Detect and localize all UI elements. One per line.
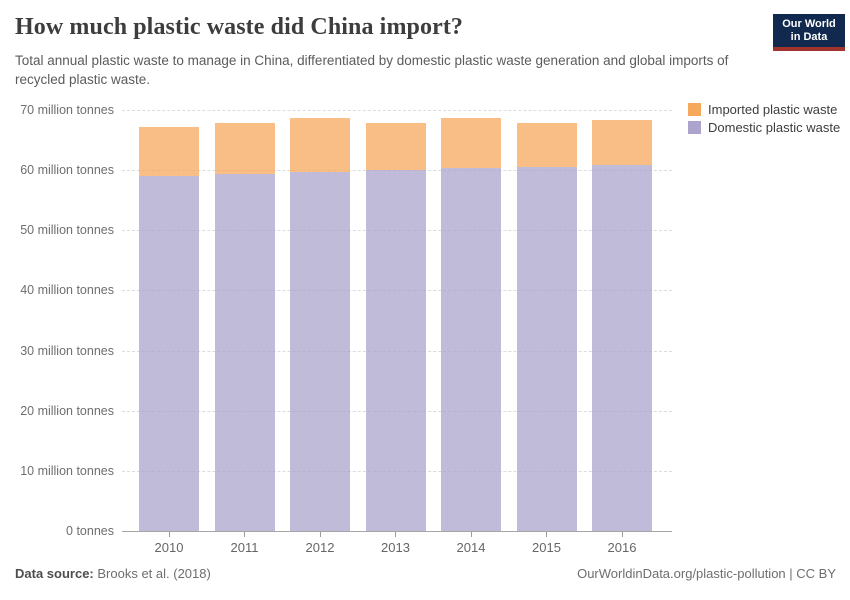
legend-swatch-imported-plastic-waste: [688, 103, 701, 116]
y-tick-label-70: 70 million tonnes: [20, 103, 114, 117]
y-tick-label-60: 60 million tonnes: [20, 163, 114, 178]
data-source-label: Data source:: [15, 566, 94, 581]
y-tick-label-50: 50 million tonnes: [20, 223, 114, 238]
bar-2013-domestic-plastic-waste[interactable]: [365, 170, 426, 531]
gridline-70: [122, 110, 672, 111]
x-tick-2012: [319, 532, 321, 537]
bar-2015-domestic-plastic-waste[interactable]: [516, 166, 577, 531]
y-tick-label-40: 40 million tonnes: [20, 283, 114, 298]
x-tick-2010: [168, 532, 170, 537]
legend: Imported plastic waste Domestic plastic w…: [688, 103, 840, 139]
data-source-value: Brooks et al. (2018): [97, 566, 211, 581]
x-tick-label-2011: 2011: [230, 540, 259, 555]
bar-2016-domestic-plastic-waste[interactable]: [592, 164, 652, 531]
license-link[interactable]: OurWorldinData.org/plastic-pollution | C…: [577, 566, 836, 581]
bar-2015-imported-plastic-waste[interactable]: [516, 122, 577, 167]
legend-item-domestic-plastic-waste[interactable]: Domestic plastic waste: [688, 121, 840, 134]
y-tick-label-30: 30 million tonnes: [20, 343, 114, 358]
chart-subtitle: Total annual plastic waste to manage in …: [15, 53, 729, 87]
bar-2014-domestic-plastic-waste[interactable]: [441, 168, 501, 531]
x-tick-2011: [244, 532, 245, 537]
x-tick-label-2012: 2012: [305, 540, 335, 555]
legend-swatch-domestic-plastic-waste: [688, 121, 701, 134]
x-axis: 2010 2011 2012 2013 2014 2015 2016: [122, 531, 672, 565]
bar-2016-imported-plastic-waste[interactable]: [592, 120, 652, 165]
x-tick-label-2015: 2015: [532, 540, 561, 555]
x-tick-label-2016: 2016: [607, 540, 637, 555]
bar-2012-imported-plastic-waste[interactable]: [290, 118, 350, 172]
x-tick-2016: [621, 532, 623, 537]
y-axis-labels: 0 tonnes 10 million tonnes 20 million tonn…: [0, 0, 114, 600]
legend-item-imported-plastic-waste[interactable]: Imported plastic waste: [688, 103, 840, 116]
owid-logo-stripe: [773, 47, 845, 51]
legend-label-imported-plastic-waste: Imported plastic waste: [708, 102, 838, 117]
bar-2013-imported-plastic-waste[interactable]: [365, 122, 426, 171]
x-tick-label-2013: 2013: [381, 540, 410, 555]
owid-logo-line2: in Data: [790, 31, 828, 43]
y-tick-label-10: 10 million tonnes: [20, 463, 114, 478]
bar-2010-domestic-plastic-waste[interactable]: [139, 175, 199, 531]
chart-footer: Data source: Brooks et al. (2018) OurWor…: [15, 566, 836, 581]
plot-area: [122, 110, 672, 532]
chart-title: How much plastic waste did China import?: [15, 14, 464, 40]
x-tick-2014: [470, 532, 472, 537]
x-tick-2013: [395, 532, 396, 537]
owid-logo-line1: Our World: [782, 18, 836, 30]
bar-2011-domestic-plastic-waste[interactable]: [214, 173, 275, 531]
x-tick-2015: [546, 532, 547, 537]
bar-2010-imported-plastic-waste[interactable]: [139, 127, 199, 176]
y-tick-label-0: 0 tonnes: [66, 524, 114, 538]
x-tick-label-2010: 2010: [154, 540, 184, 555]
x-tick-label-2014: 2014: [456, 540, 486, 555]
bar-2012-domestic-plastic-waste[interactable]: [290, 171, 350, 531]
y-tick-label-20: 20 million tonnes: [20, 403, 114, 418]
legend-label-domestic-plastic-waste: Domestic plastic waste: [708, 120, 841, 135]
bar-2014-imported-plastic-waste[interactable]: [441, 118, 501, 169]
bar-2011-imported-plastic-waste[interactable]: [214, 123, 275, 174]
owid-logo[interactable]: Our World in Data: [773, 14, 845, 51]
data-source: Data source: Brooks et al. (2018): [15, 566, 211, 581]
gridline-0: [122, 531, 672, 532]
